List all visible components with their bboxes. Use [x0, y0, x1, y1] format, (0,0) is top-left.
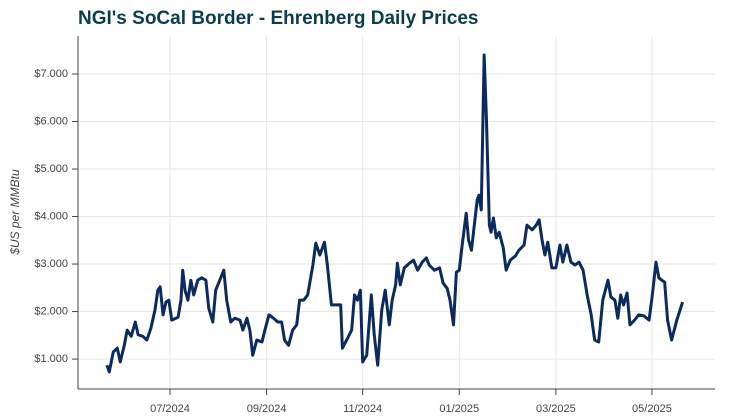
x-tick-label: 03/2025: [536, 403, 576, 415]
x-tick-label: 05/2025: [632, 403, 672, 415]
y-tick-label: $4.000: [34, 210, 68, 222]
x-tick-label: 11/2024: [343, 403, 382, 415]
x-tick-label: 09/2024: [247, 403, 287, 415]
y-tick-label: $6.000: [34, 115, 68, 127]
y-tick-label: $7.000: [34, 68, 68, 80]
y-tick-label: $1.000: [34, 353, 68, 365]
y-tick-label: $5.000: [34, 163, 68, 175]
x-tick-label: 07/2024: [150, 403, 190, 415]
x-tick-label: 01/2025: [439, 403, 479, 415]
y-tick-label: $3.000: [34, 258, 68, 270]
chart-title: NGI's SoCal Border - Ehrenberg Daily Pri…: [78, 8, 478, 29]
y-tick-label: $2.000: [34, 305, 68, 317]
price-line: [105, 53, 685, 374]
y-axis-label: $US per MMBtu: [8, 169, 22, 256]
